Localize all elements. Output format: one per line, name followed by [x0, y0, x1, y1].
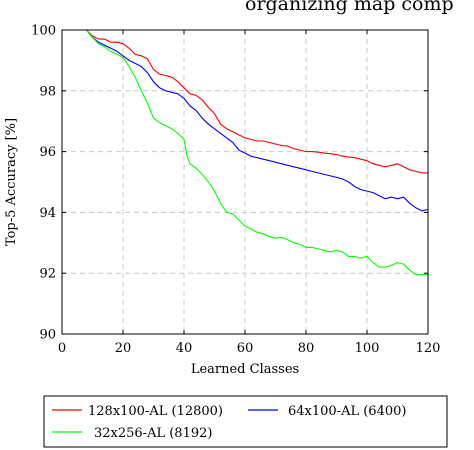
- legend-box: [43, 395, 448, 448]
- grid-lines: [62, 30, 428, 334]
- x-tick-label: 80: [298, 341, 315, 356]
- legend: 128x100-AL (12800) 64x100-AL (6400) 32x256…: [43, 395, 448, 448]
- x-tick-label: 20: [115, 341, 132, 356]
- x-tick-label: 60: [237, 341, 254, 356]
- x-tick-label: 0: [58, 341, 66, 356]
- axis-ticks: 0 20 40 60 80 100 120 90 92 94 96 98 100: [31, 24, 440, 357]
- legend-label-1: 128x100-AL (12800): [88, 404, 223, 419]
- x-axis-label: Learned Classes: [191, 362, 299, 377]
- series-line-2: [65, 29, 429, 212]
- chart-title: organizing map comp: [245, 0, 454, 15]
- y-tick-label: 100: [31, 24, 56, 39]
- x-tick-label: 120: [416, 341, 441, 356]
- y-axis-label: Top-5 Accuracy [%]: [4, 118, 19, 246]
- x-tick-label: 100: [355, 341, 380, 356]
- y-tick-label: 94: [39, 206, 56, 221]
- y-tick-label: 96: [39, 145, 56, 160]
- y-tick-label: 90: [39, 328, 56, 343]
- series-line-1: [65, 29, 428, 174]
- y-tick-label: 98: [39, 84, 56, 99]
- y-tick-label: 92: [39, 267, 56, 282]
- x-tick-label: 40: [176, 341, 193, 356]
- series-line-3: [65, 29, 428, 276]
- legend-label-3: 32x256-AL (8192): [94, 426, 212, 441]
- series-lines: [65, 29, 429, 276]
- legend-label-2: 64x100-AL (6400): [288, 404, 406, 419]
